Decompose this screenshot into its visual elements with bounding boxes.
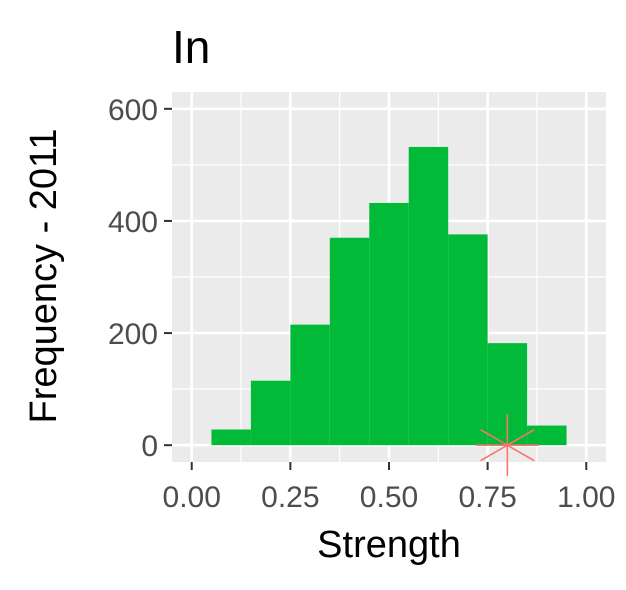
y-axis-title: Frequency - 2011 <box>23 128 65 423</box>
x-tick-label: 0.00 <box>163 481 221 514</box>
histogram-bar <box>329 237 370 446</box>
chart-title: In <box>172 21 210 73</box>
x-axis: 0.00 0.25 0.50 0.75 1.00 <box>163 462 615 514</box>
x-axis-title: Strength <box>317 524 461 566</box>
histogram-bar <box>211 429 251 446</box>
histogram-bar <box>290 324 330 446</box>
x-tick-label: 0.50 <box>360 481 418 514</box>
histogram-bar <box>527 425 567 446</box>
y-tick-label: 200 <box>108 318 158 351</box>
x-tick-label: 0.75 <box>458 481 516 514</box>
bars <box>211 146 567 446</box>
y-axis: 0 200 400 600 <box>108 94 172 463</box>
y-tick-label: 600 <box>108 94 158 127</box>
marker <box>476 414 539 477</box>
histogram-bar <box>369 203 409 446</box>
x-tick-label: 0.25 <box>261 481 319 514</box>
histogram-bar <box>408 146 449 446</box>
y-tick-label: 0 <box>141 430 158 463</box>
histogram-bar <box>448 234 488 446</box>
x-tick-label: 1.00 <box>557 481 615 514</box>
histogram-bar <box>250 380 291 446</box>
y-tick-label: 400 <box>108 206 158 239</box>
